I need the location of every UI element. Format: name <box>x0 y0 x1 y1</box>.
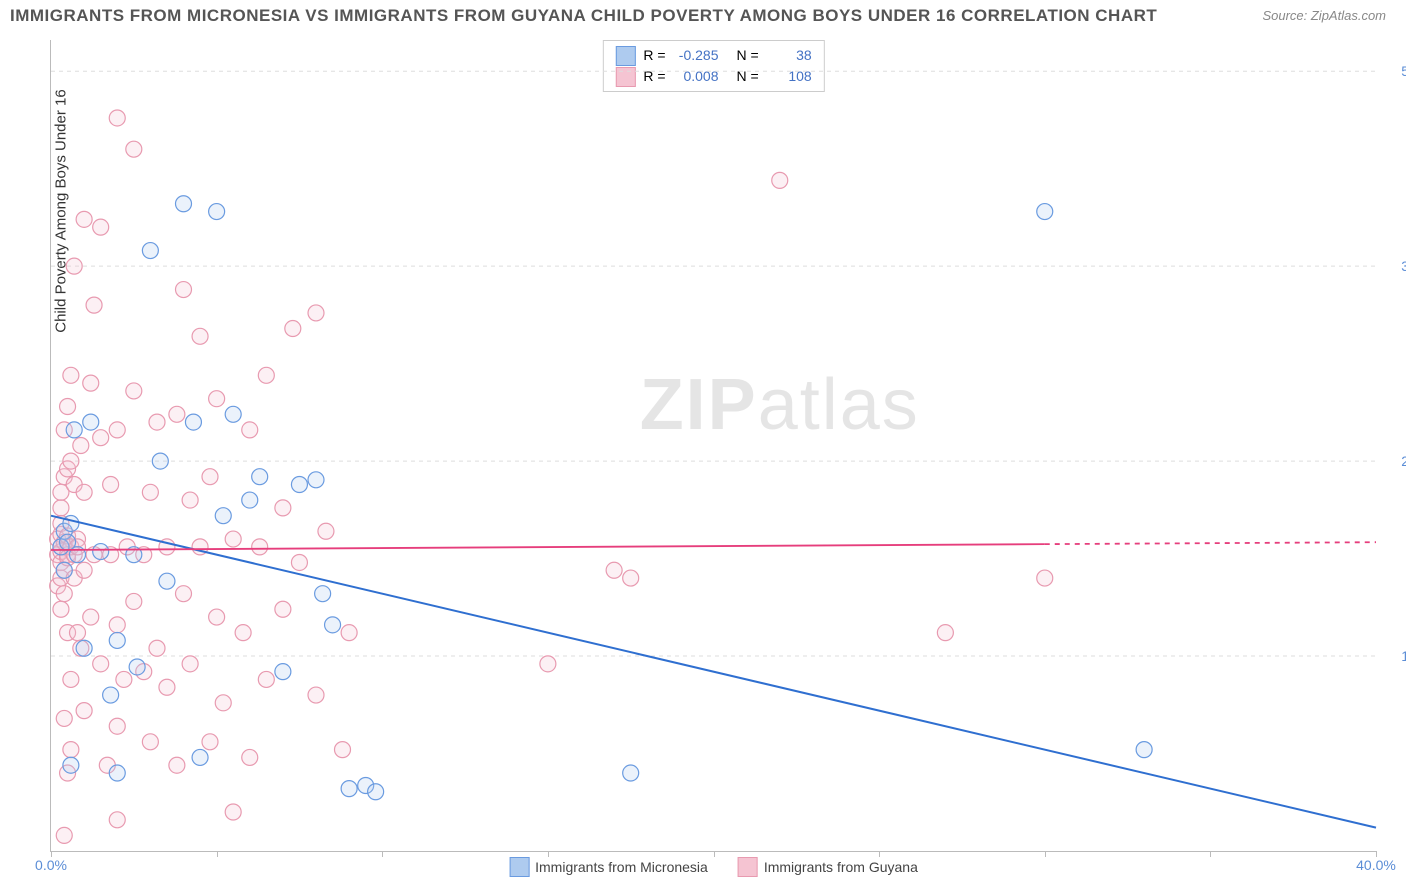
scatter-plot-svg <box>51 40 1376 851</box>
y-tick-label: 50.0% <box>1401 63 1406 79</box>
legend-label: Immigrants from Guyana <box>764 859 918 875</box>
y-tick-label: 37.5% <box>1401 258 1406 274</box>
source-attribution: Source: ZipAtlas.com <box>1262 8 1386 23</box>
chart-title: IMMIGRANTS FROM MICRONESIA VS IMMIGRANTS… <box>10 6 1157 26</box>
legend-item: Immigrants from Guyana <box>738 857 918 877</box>
bottom-legend: Immigrants from Micronesia Immigrants fr… <box>509 857 918 877</box>
chart-plot-area: Child Poverty Among Boys Under 16 ZIPatl… <box>50 40 1376 852</box>
legend-label: Immigrants from Micronesia <box>535 859 708 875</box>
x-tick-label: 0.0% <box>35 857 67 873</box>
y-tick-label: 25.0% <box>1401 453 1406 469</box>
swatch-icon <box>509 857 529 877</box>
y-tick-label: 12.5% <box>1401 648 1406 664</box>
x-tick-label: 40.0% <box>1356 857 1396 873</box>
swatch-icon <box>738 857 758 877</box>
legend-item: Immigrants from Micronesia <box>509 857 708 877</box>
